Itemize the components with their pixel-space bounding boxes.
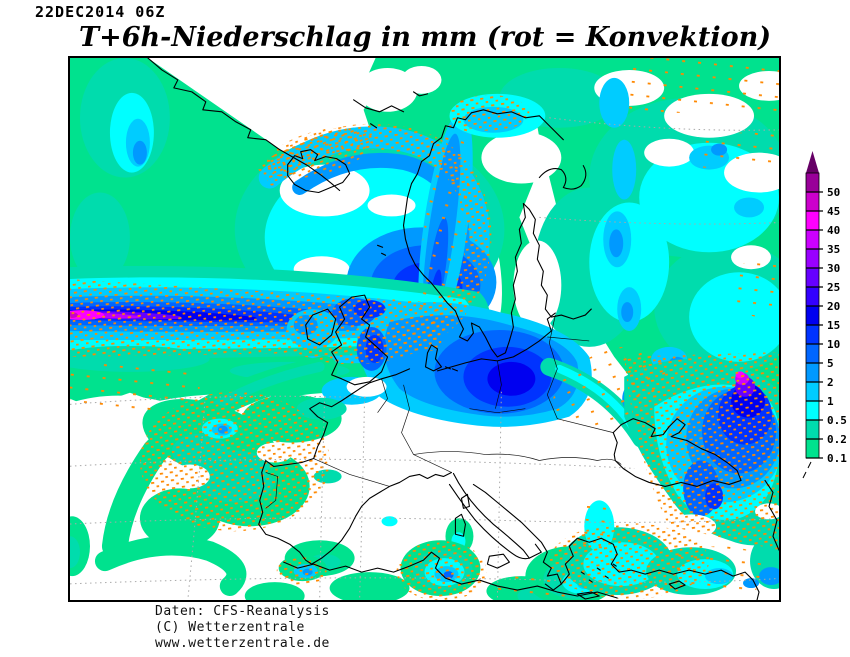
precipitation-field [50, 53, 804, 610]
svg-text:5: 5 [827, 357, 834, 370]
svg-text:40: 40 [827, 224, 840, 237]
legend-ticks [806, 191, 823, 459]
svg-text:30: 30 [827, 262, 840, 275]
credits-website: www.wetterzentrale.de [155, 636, 330, 651]
svg-text:45: 45 [827, 205, 840, 218]
svg-text:0.1: 0.1 [827, 452, 847, 465]
legend-bands [806, 173, 819, 458]
graticule [64, 117, 785, 601]
credits-data-source: Daten: CFS-Reanalysis [155, 604, 330, 619]
svg-text:1: 1 [827, 395, 834, 408]
coastlines [147, 57, 780, 601]
page-title: T+6h-Niederschlag in mm (rot = Konvektio… [79, 22, 771, 53]
run-datetime: 22DEC2014 06Z [35, 3, 166, 21]
svg-text:20: 20 [827, 300, 840, 313]
legend-arrow [806, 151, 819, 173]
country-borders [265, 314, 622, 509]
precipitation-map [50, 53, 804, 610]
credits-copyright: (C) Wetterzentrale [155, 620, 305, 635]
svg-text:10: 10 [827, 338, 840, 351]
svg-text:0.2: 0.2 [827, 433, 847, 446]
legend-labels: 50 45 40 35 30 25 20 15 10 5 2 1 0.5 0.2… [827, 186, 847, 465]
legend-pointer-dash [802, 461, 812, 479]
credits: Daten: CFS-Reanalysis (C) Wetterzentrale… [155, 604, 330, 652]
precipitation-legend: 50 45 40 35 30 25 20 15 10 5 2 1 0.5 0.2… [802, 151, 847, 479]
svg-text:35: 35 [827, 243, 840, 256]
svg-text:25: 25 [827, 281, 840, 294]
svg-text:0.5: 0.5 [827, 414, 847, 427]
svg-text:15: 15 [827, 319, 840, 332]
svg-text:50: 50 [827, 186, 840, 199]
svg-text:2: 2 [827, 376, 834, 389]
